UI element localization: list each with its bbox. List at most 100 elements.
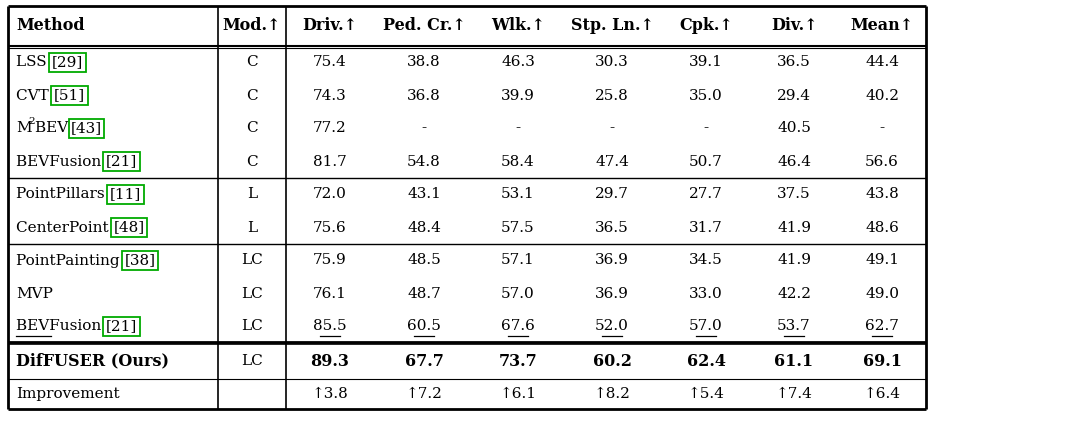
Text: Improvement: Improvement: [16, 387, 120, 401]
Text: 61.1: 61.1: [774, 352, 813, 370]
Text: Cpk.↑: Cpk.↑: [679, 18, 733, 35]
Text: Ped. Cr.↑: Ped. Cr.↑: [382, 18, 465, 35]
Text: 74.3: 74.3: [313, 88, 347, 102]
Text: 56.6: 56.6: [865, 155, 899, 168]
Text: 34.5: 34.5: [689, 253, 723, 267]
Text: 62.4: 62.4: [687, 352, 726, 370]
Text: 31.7: 31.7: [689, 221, 723, 234]
Text: C: C: [246, 122, 258, 136]
Text: 25.8: 25.8: [595, 88, 629, 102]
Text: 46.4: 46.4: [777, 155, 811, 168]
Text: BEV: BEV: [35, 122, 73, 136]
Text: [43]: [43]: [71, 122, 103, 136]
Text: LSS: LSS: [16, 56, 52, 69]
Text: 36.9: 36.9: [595, 253, 629, 267]
Text: 89.3: 89.3: [311, 352, 350, 370]
Text: 37.5: 37.5: [778, 187, 811, 202]
Text: [48]: [48]: [113, 221, 145, 234]
Text: [21]: [21]: [106, 155, 137, 168]
Text: ↑7.2: ↑7.2: [406, 387, 443, 401]
Text: 57.0: 57.0: [501, 287, 535, 301]
Text: ↑7.4: ↑7.4: [775, 387, 812, 401]
Text: 54.8: 54.8: [407, 155, 441, 168]
Text: Mean↑: Mean↑: [850, 18, 914, 35]
Text: [11]: [11]: [109, 187, 140, 202]
Text: 30.3: 30.3: [595, 56, 629, 69]
Text: 58.4: 58.4: [501, 155, 535, 168]
Text: 53.1: 53.1: [501, 187, 535, 202]
Text: 36.9: 36.9: [595, 287, 629, 301]
Text: 29.7: 29.7: [595, 187, 629, 202]
Text: BEVFusion: BEVFusion: [16, 155, 106, 168]
Text: 57.0: 57.0: [689, 320, 723, 333]
Text: PointPainting: PointPainting: [16, 253, 124, 267]
Text: 57.1: 57.1: [501, 253, 535, 267]
Text: 41.9: 41.9: [777, 253, 811, 267]
Text: 39.1: 39.1: [689, 56, 723, 69]
Text: 48.7: 48.7: [407, 287, 441, 301]
Text: M: M: [16, 122, 31, 136]
Text: [38]: [38]: [124, 253, 156, 267]
Text: Driv.↑: Driv.↑: [302, 18, 357, 35]
Text: 81.7: 81.7: [313, 155, 347, 168]
Text: L: L: [247, 187, 257, 202]
Text: LC: LC: [241, 320, 262, 333]
Text: 50.7: 50.7: [689, 155, 723, 168]
Text: 40.2: 40.2: [865, 88, 899, 102]
Text: 49.0: 49.0: [865, 287, 899, 301]
Text: DifFUSER (Ours): DifFUSER (Ours): [16, 352, 168, 370]
Text: 69.1: 69.1: [863, 352, 902, 370]
Text: -: -: [515, 122, 521, 136]
Text: BEVFusion: BEVFusion: [16, 320, 106, 333]
Text: 57.5: 57.5: [501, 221, 535, 234]
Text: 27.7: 27.7: [689, 187, 723, 202]
Text: -: -: [879, 122, 885, 136]
Text: 72.0: 72.0: [313, 187, 347, 202]
Text: C: C: [246, 155, 258, 168]
Text: ↑3.8: ↑3.8: [312, 387, 349, 401]
Text: 67.7: 67.7: [405, 352, 444, 370]
Text: 60.2: 60.2: [593, 352, 632, 370]
Text: Mod.↑: Mod.↑: [222, 18, 281, 35]
Text: 42.2: 42.2: [777, 287, 811, 301]
Text: 77.2: 77.2: [313, 122, 347, 136]
Text: 40.5: 40.5: [778, 122, 811, 136]
Text: 36.5: 36.5: [595, 221, 629, 234]
Text: -: -: [703, 122, 708, 136]
Text: -: -: [609, 122, 615, 136]
Text: 39.9: 39.9: [501, 88, 535, 102]
Text: 46.3: 46.3: [501, 56, 535, 69]
Text: 52.0: 52.0: [595, 320, 629, 333]
Text: 29.4: 29.4: [777, 88, 811, 102]
Text: 48.5: 48.5: [407, 253, 441, 267]
Text: 2: 2: [28, 117, 35, 126]
Text: 73.7: 73.7: [499, 352, 538, 370]
Text: -: -: [421, 122, 427, 136]
Text: 62.7: 62.7: [865, 320, 899, 333]
Text: 75.9: 75.9: [313, 253, 347, 267]
Text: 36.8: 36.8: [407, 88, 441, 102]
Text: ↑6.4: ↑6.4: [864, 387, 901, 401]
Text: 41.9: 41.9: [777, 221, 811, 234]
Text: L: L: [247, 221, 257, 234]
Text: Div.↑: Div.↑: [771, 18, 818, 35]
Text: [21]: [21]: [106, 320, 137, 333]
Text: 38.8: 38.8: [407, 56, 441, 69]
Text: ↑6.1: ↑6.1: [499, 387, 537, 401]
Text: 76.1: 76.1: [313, 287, 347, 301]
Text: 43.1: 43.1: [407, 187, 441, 202]
Text: 44.4: 44.4: [865, 56, 899, 69]
Text: 85.5: 85.5: [313, 320, 347, 333]
Text: LC: LC: [241, 287, 262, 301]
Text: ↑5.4: ↑5.4: [688, 387, 725, 401]
Text: Wlk.↑: Wlk.↑: [491, 18, 545, 35]
Text: Stp. Ln.↑: Stp. Ln.↑: [570, 18, 653, 35]
Text: 43.8: 43.8: [865, 187, 899, 202]
Text: C: C: [246, 56, 258, 69]
Text: MVP: MVP: [16, 287, 53, 301]
Text: 60.5: 60.5: [407, 320, 441, 333]
Text: 47.4: 47.4: [595, 155, 629, 168]
Text: 75.6: 75.6: [313, 221, 347, 234]
Text: 49.1: 49.1: [865, 253, 899, 267]
Text: C: C: [246, 88, 258, 102]
